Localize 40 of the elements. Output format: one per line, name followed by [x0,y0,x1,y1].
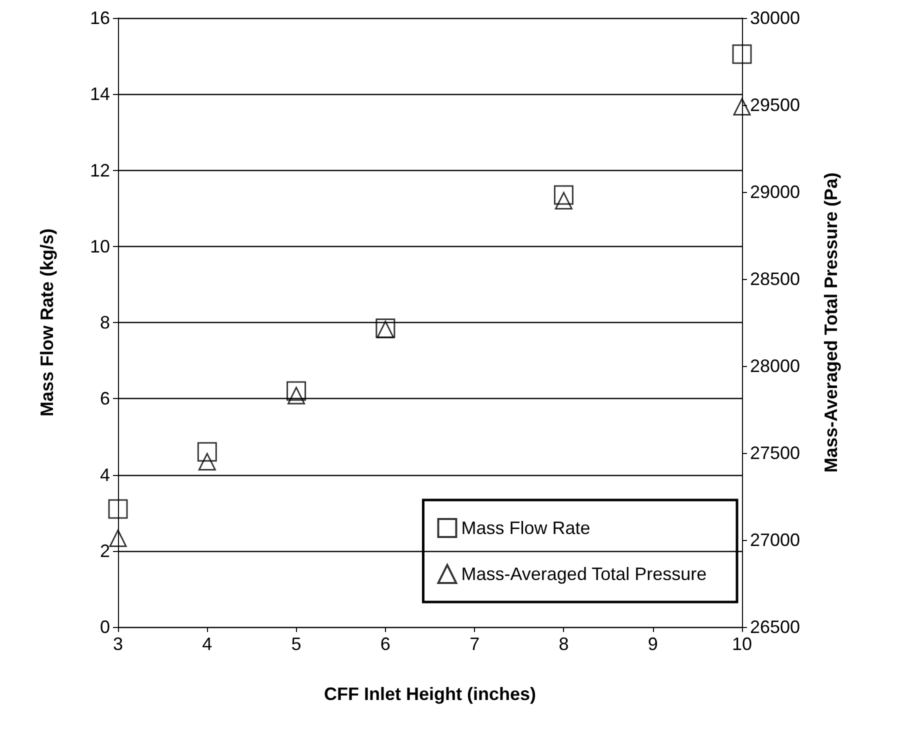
y-axis-title: Mass Flow Rate (kg/s) [37,228,57,417]
y2-tick-label: 28000 [750,356,800,376]
y-tick-label: 8 [100,312,110,332]
y2-tick-label: 29500 [750,95,800,115]
x-axis-title: CFF Inlet Height (inches) [324,684,536,704]
x-tick-label: 5 [291,634,302,654]
point [554,185,574,205]
y-tick-label: 2 [100,540,110,561]
y2-tick-label: 28500 [750,269,800,289]
y-tick-label: 14 [90,84,110,104]
x-tick-label: 6 [380,634,390,654]
legend-label: Mass-Averaged Total Pressure [461,564,707,584]
point [554,192,572,210]
point [733,98,751,116]
x-tick-label: 4 [202,634,212,654]
point [288,386,306,404]
x-tick-label: 9 [648,634,658,654]
y-tick-label: 16 [90,8,110,28]
y-tick-label: 4 [100,464,110,485]
y-tick-label: 6 [100,388,110,409]
y2-tick-label: 29000 [750,182,800,202]
y-tick-label: 12 [90,160,110,180]
y-tick-label: 10 [90,236,110,256]
point [197,442,217,462]
y2-axis-title: Mass-Averaged Total Pressure (Pa) [821,172,841,473]
y2-tick-label: 27500 [750,443,800,463]
point [286,381,306,401]
y-tick-label: 0 [100,617,110,637]
y2-tick-label: 30000 [750,8,800,28]
point [732,44,752,64]
point [109,530,127,548]
point [198,452,216,470]
legend-label: Mass Flow Rate [461,518,590,538]
y2-tick-label: 26500 [750,617,800,637]
x-tick-label: 10 [732,634,752,654]
y2-tick-label: 27000 [750,530,800,550]
x-tick-label: 8 [558,634,569,654]
x-tick-label: 7 [470,634,480,654]
x-tick-label: 3 [112,634,124,654]
point [108,499,128,519]
